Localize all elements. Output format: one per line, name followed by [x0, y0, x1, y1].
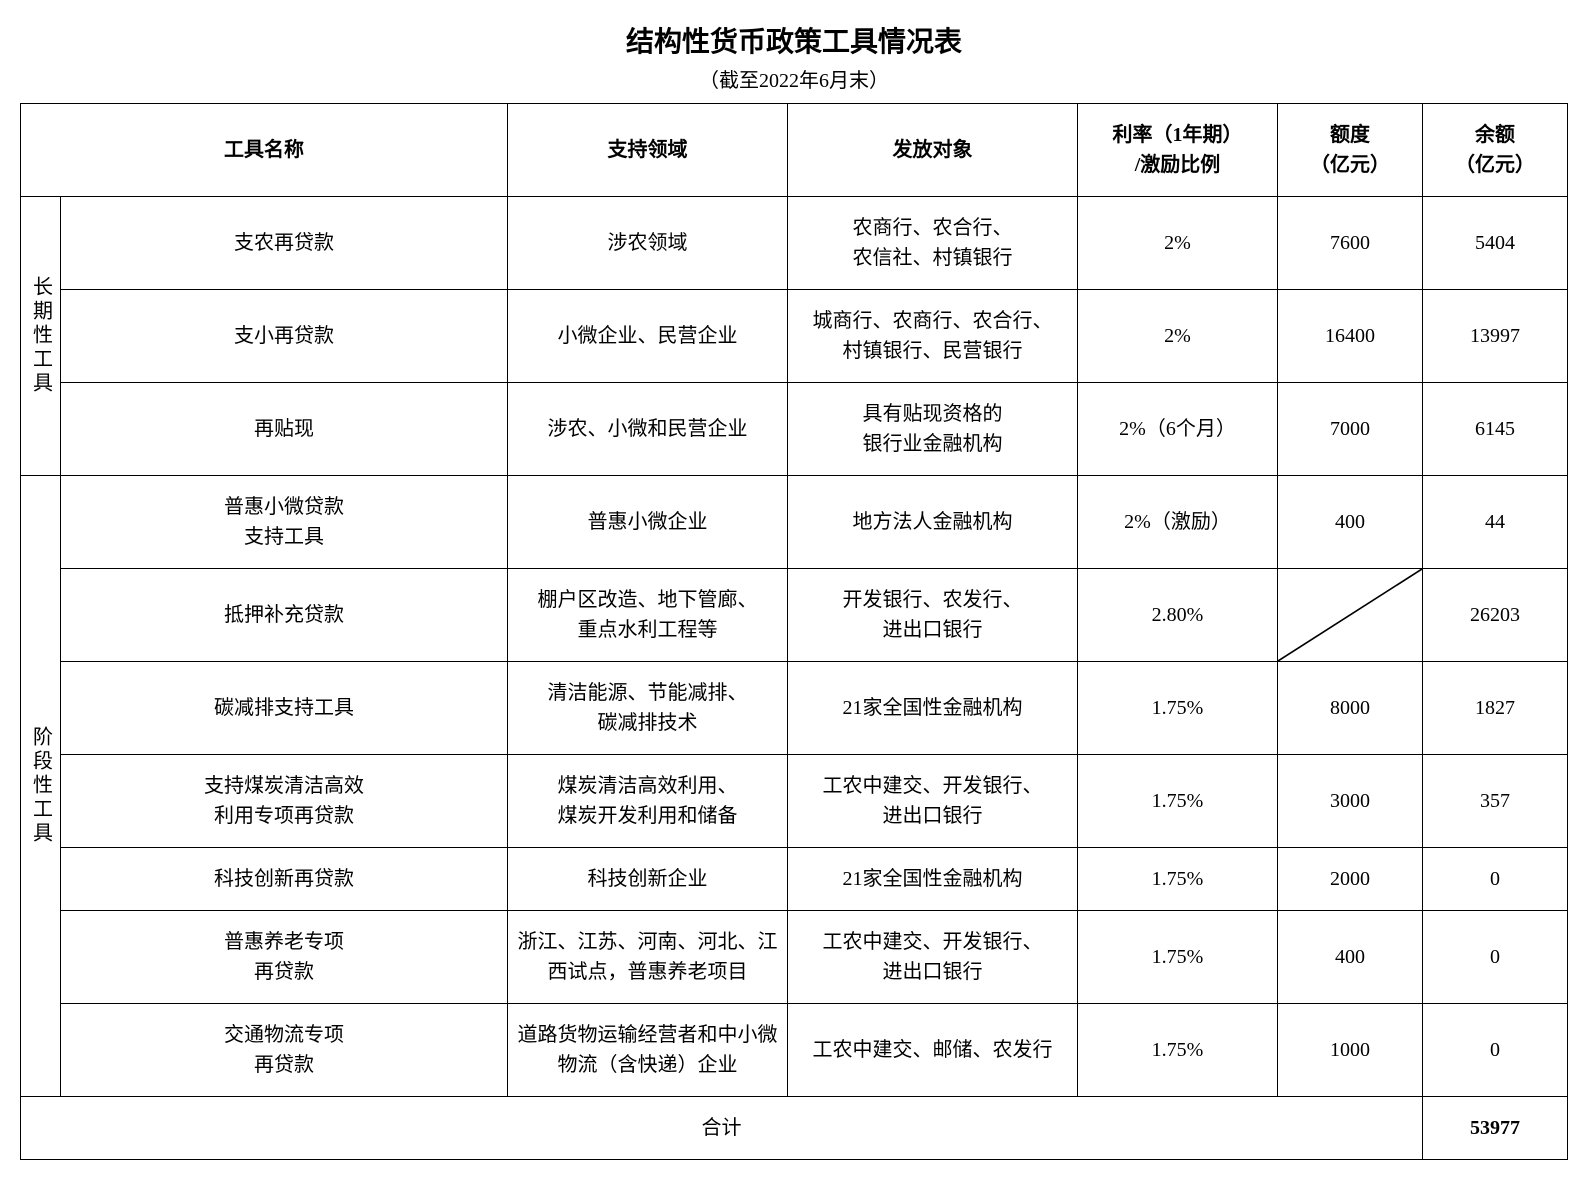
table-header-row: 工具名称 支持领域 发放对象 利率（1年期） /激励比例 额度 （亿元） 余额 … [21, 104, 1568, 197]
cell-name: 普惠小微贷款 支持工具 [61, 476, 508, 569]
cell-target: 21家全国性金融机构 [788, 848, 1078, 911]
cell-balance: 44 [1423, 476, 1568, 569]
header-target: 发放对象 [788, 104, 1078, 197]
cell-field: 煤炭清洁高效利用、 煤炭开发利用和储备 [508, 755, 788, 848]
cell-name: 支持煤炭清洁高效 利用专项再贷款 [61, 755, 508, 848]
cell-target: 21家全国性金融机构 [788, 662, 1078, 755]
cell-name: 抵押补充贷款 [61, 569, 508, 662]
cell-quota: 16400 [1278, 290, 1423, 383]
table-row: 支小再贷款 小微企业、民营企业 城商行、农商行、农合行、 村镇银行、民营银行 2… [21, 290, 1568, 383]
cell-field: 小微企业、民营企业 [508, 290, 788, 383]
header-field: 支持领域 [508, 104, 788, 197]
cell-field: 涉农领域 [508, 197, 788, 290]
cell-rate: 1.75% [1078, 662, 1278, 755]
cell-quota-diagonal [1278, 569, 1423, 662]
table-row: 碳减排支持工具 清洁能源、节能减排、 碳减排技术 21家全国性金融机构 1.75… [21, 662, 1568, 755]
cell-quota: 2000 [1278, 848, 1423, 911]
header-quota-line2: （亿元） [1310, 154, 1390, 176]
cell-name: 科技创新再贷款 [61, 848, 508, 911]
cell-field: 科技创新企业 [508, 848, 788, 911]
header-quota-line1: 额度 [1330, 124, 1370, 146]
table-row: 长期性工具 支农再贷款 涉农领域 农商行、农合行、 农信社、村镇银行 2% 76… [21, 197, 1568, 290]
table-row: 抵押补充贷款 棚户区改造、地下管廊、 重点水利工程等 开发银行、农发行、 进出口… [21, 569, 1568, 662]
cell-target: 农商行、农合行、 农信社、村镇银行 [788, 197, 1078, 290]
table-total-row: 合计 53977 [21, 1097, 1568, 1160]
cell-target: 地方法人金融机构 [788, 476, 1078, 569]
header-rate-line1: 利率（1年期） [1113, 124, 1243, 146]
total-value: 53977 [1423, 1097, 1568, 1160]
cell-balance: 357 [1423, 755, 1568, 848]
group-phase: 阶段性工具 [21, 476, 61, 1097]
table-row: 支持煤炭清洁高效 利用专项再贷款 煤炭清洁高效利用、 煤炭开发利用和储备 工农中… [21, 755, 1568, 848]
cell-target: 工农中建交、开发银行、 进出口银行 [788, 755, 1078, 848]
cell-balance: 5404 [1423, 197, 1568, 290]
cell-rate: 2%（激励） [1078, 476, 1278, 569]
cell-target: 工农中建交、开发银行、 进出口银行 [788, 911, 1078, 1004]
cell-rate: 1.75% [1078, 848, 1278, 911]
cell-quota: 400 [1278, 476, 1423, 569]
cell-target: 城商行、农商行、农合行、 村镇银行、民营银行 [788, 290, 1078, 383]
table-row: 再贴现 涉农、小微和民营企业 具有贴现资格的 银行业金融机构 2%（6个月） 7… [21, 383, 1568, 476]
cell-balance: 0 [1423, 1004, 1568, 1097]
cell-name: 再贴现 [61, 383, 508, 476]
table-row: 普惠养老专项 再贷款 浙江、江苏、河南、河北、江 西试点，普惠养老项目 工农中建… [21, 911, 1568, 1004]
cell-name: 支小再贷款 [61, 290, 508, 383]
cell-field: 浙江、江苏、河南、河北、江 西试点，普惠养老项目 [508, 911, 788, 1004]
header-tool-name: 工具名称 [21, 104, 508, 197]
table-row: 科技创新再贷款 科技创新企业 21家全国性金融机构 1.75% 2000 0 [21, 848, 1568, 911]
policy-tools-table: 工具名称 支持领域 发放对象 利率（1年期） /激励比例 额度 （亿元） 余额 … [20, 103, 1568, 1160]
cell-field: 棚户区改造、地下管廊、 重点水利工程等 [508, 569, 788, 662]
cell-balance: 0 [1423, 911, 1568, 1004]
cell-rate: 2%（6个月） [1078, 383, 1278, 476]
header-balance-line1: 余额 [1475, 124, 1515, 146]
cell-field: 道路货物运输经营者和中小微 物流（含快递）企业 [508, 1004, 788, 1097]
header-rate: 利率（1年期） /激励比例 [1078, 104, 1278, 197]
cell-target: 工农中建交、邮储、农发行 [788, 1004, 1078, 1097]
cell-rate: 1.75% [1078, 755, 1278, 848]
cell-balance: 0 [1423, 848, 1568, 911]
page-subtitle: （截至2022年6月末） [20, 64, 1568, 93]
cell-rate: 1.75% [1078, 1004, 1278, 1097]
cell-rate: 2% [1078, 290, 1278, 383]
cell-quota: 8000 [1278, 662, 1423, 755]
table-row: 阶段性工具 普惠小微贷款 支持工具 普惠小微企业 地方法人金融机构 2%（激励）… [21, 476, 1568, 569]
cell-rate: 2% [1078, 197, 1278, 290]
group-long-term: 长期性工具 [21, 197, 61, 476]
header-quota: 额度 （亿元） [1278, 104, 1423, 197]
cell-name: 普惠养老专项 再贷款 [61, 911, 508, 1004]
cell-balance: 6145 [1423, 383, 1568, 476]
cell-rate: 1.75% [1078, 911, 1278, 1004]
cell-quota: 7600 [1278, 197, 1423, 290]
cell-field: 涉农、小微和民营企业 [508, 383, 788, 476]
cell-quota: 3000 [1278, 755, 1423, 848]
cell-name: 支农再贷款 [61, 197, 508, 290]
total-label: 合计 [21, 1097, 1423, 1160]
table-row: 交通物流专项 再贷款 道路货物运输经营者和中小微 物流（含快递）企业 工农中建交… [21, 1004, 1568, 1097]
header-balance-line2: （亿元） [1455, 154, 1535, 176]
cell-quota: 400 [1278, 911, 1423, 1004]
cell-balance: 1827 [1423, 662, 1568, 755]
header-balance: 余额 （亿元） [1423, 104, 1568, 197]
cell-quota: 1000 [1278, 1004, 1423, 1097]
cell-name: 交通物流专项 再贷款 [61, 1004, 508, 1097]
cell-field: 清洁能源、节能减排、 碳减排技术 [508, 662, 788, 755]
page-title: 结构性货币政策工具情况表 [20, 20, 1568, 60]
cell-rate: 2.80% [1078, 569, 1278, 662]
cell-quota: 7000 [1278, 383, 1423, 476]
cell-target: 开发银行、农发行、 进出口银行 [788, 569, 1078, 662]
cell-field: 普惠小微企业 [508, 476, 788, 569]
cell-name: 碳减排支持工具 [61, 662, 508, 755]
cell-balance: 13997 [1423, 290, 1568, 383]
cell-balance: 26203 [1423, 569, 1568, 662]
header-rate-line2: /激励比例 [1135, 154, 1221, 176]
cell-target: 具有贴现资格的 银行业金融机构 [788, 383, 1078, 476]
